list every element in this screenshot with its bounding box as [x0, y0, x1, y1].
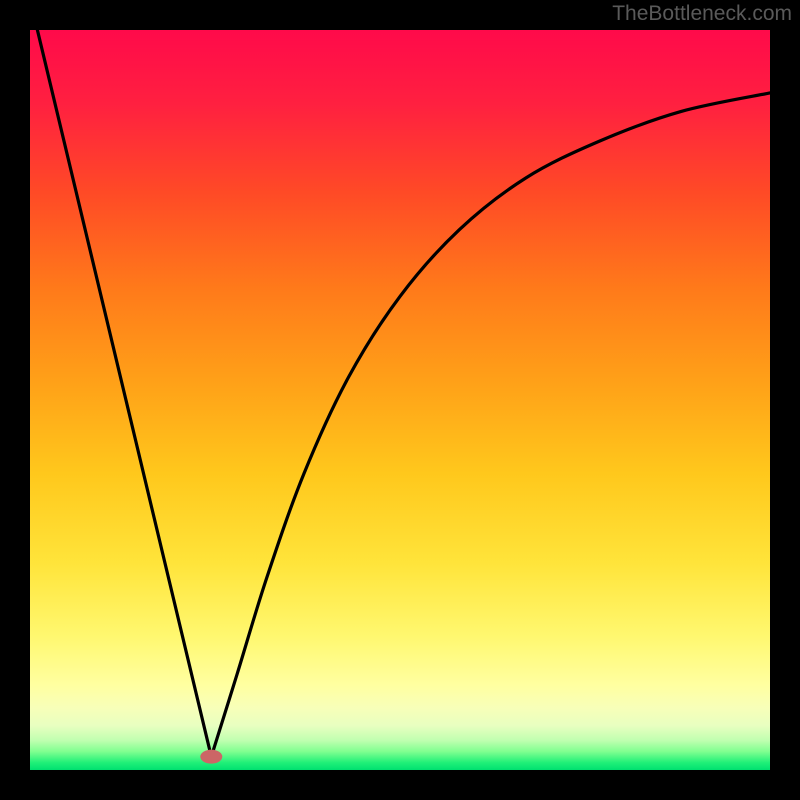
watermark-text: TheBottleneck.com — [612, 2, 792, 26]
chart-container: TheBottleneck.com — [0, 0, 800, 800]
optimal-point-marker — [200, 750, 222, 764]
plot-background — [30, 30, 770, 770]
bottleneck-chart — [0, 0, 800, 800]
